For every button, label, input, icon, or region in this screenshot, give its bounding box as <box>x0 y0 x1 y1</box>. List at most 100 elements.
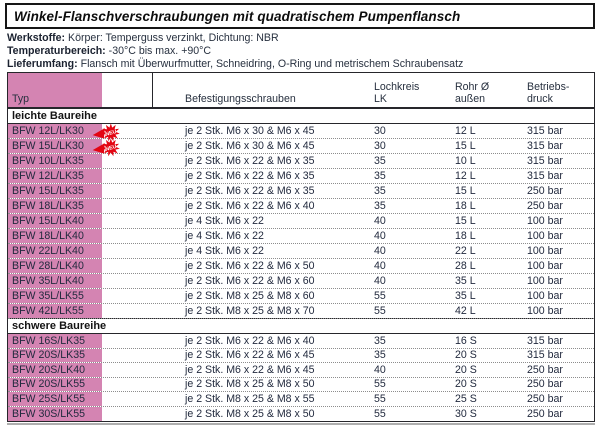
lochkreis-cell: 30 <box>374 125 386 137</box>
typ-label: BFW 20S/LK40 <box>8 363 102 377</box>
table-row: BFW 30S/LK55 je 2 Stk. M8 x 25 & M8 x 50 5… <box>8 406 594 421</box>
rohr-aussen-cell: 10 L <box>455 155 476 167</box>
befestigungsschrauben-cell: je 2 Stk. M8 x 25 & M8 x 50 <box>185 407 315 420</box>
typ-header-highlight <box>8 73 102 107</box>
typ-cell: BFW 12L/LK35 <box>8 169 185 183</box>
table-row: BFW 12L/LK35 je 2 Stk. M6 x 22 & M6 x 35 3… <box>8 169 594 184</box>
betriebsdruck-cell: 250 bar <box>527 392 563 405</box>
table-row: BFW 35L/LK40 je 2 Stk. M6 x 22 & M6 x 60 4… <box>8 274 594 289</box>
lochkreis-cell: 30 <box>374 140 386 152</box>
typ-label: BFW 12L/LK35 <box>8 169 102 183</box>
typ-cell: BFW 12L/LK30 NEU <box>8 123 185 142</box>
typ-cell: BFW 35L/LK55 <box>8 289 185 303</box>
rohr-aussen-cell: 15 L <box>455 185 476 197</box>
rohr-aussen-cell: 15 L <box>455 140 476 152</box>
lochkreis-cell: 55 <box>374 378 386 391</box>
betriebsdruck-cell: 100 bar <box>527 290 563 302</box>
typ-label: BFW 15L/LK35 <box>8 184 102 198</box>
table-row: BFW 28L/LK40 je 2 Stk. M6 x 22 & M6 x 50 4… <box>8 259 594 274</box>
table-row: BFW 20S/LK55 je 2 Stk. M8 x 25 & M8 x 50 5… <box>8 377 594 392</box>
typ-cell: BFW 25S/LK55 <box>8 392 185 406</box>
table-row: BFW 18L/LK35 je 2 Stk. M6 x 22 & M6 x 40 3… <box>8 199 594 214</box>
table-body: leichte Baureihe BFW 12L/LK30 NEU je 2 Stk.… <box>8 109 594 421</box>
rohr-aussen-cell: 15 L <box>455 215 476 227</box>
table-header-row: Typ Befestigungsschrauben Lochkreis LK R… <box>8 73 594 109</box>
title-bar: Winkel-Flanschverschraubungen mit quadra… <box>5 3 595 29</box>
befestigungsschrauben-cell: je 2 Stk. M6 x 30 & M6 x 45 <box>185 140 315 152</box>
table-row: BFW 16S/LK35 je 2 Stk. M6 x 22 & M6 x 40 3… <box>8 334 594 349</box>
table-row: BFW 35L/LK55 je 2 Stk. M8 x 25 & M8 x 60 5… <box>8 289 594 304</box>
lochkreis-cell: 35 <box>374 155 386 167</box>
lochkreis-cell: 40 <box>374 260 386 272</box>
befestigungsschrauben-cell: je 2 Stk. M8 x 25 & M8 x 70 <box>185 305 315 317</box>
befestigungsschrauben-cell: je 2 Stk. M6 x 22 & M6 x 45 <box>185 363 315 376</box>
column-header-lochkreis: Lochkreis LK <box>374 81 420 105</box>
betriebsdruck-cell: 100 bar <box>527 230 563 242</box>
info-block: Werkstoffe: Körper: Temperguss verzinkt,… <box>7 32 463 72</box>
befestigungsschrauben-cell: je 2 Stk. M6 x 22 & M6 x 45 <box>185 349 315 362</box>
section-header-leichte: leichte Baureihe <box>8 109 594 124</box>
rohr-aussen-cell: 28 L <box>455 260 476 272</box>
lochkreis-cell: 40 <box>374 230 386 242</box>
befestigungsschrauben-cell: je 4 Stk. M6 x 22 <box>185 245 264 257</box>
rohr-aussen-cell: 35 L <box>455 275 476 287</box>
betriebsdruck-cell: 100 bar <box>527 305 563 317</box>
rohr-aussen-cell: 35 L <box>455 290 476 302</box>
typ-cell: BFW 30S/LK55 <box>8 406 185 421</box>
befestigungsschrauben-cell: je 2 Stk. M8 x 25 & M8 x 55 <box>185 392 315 405</box>
rohr-aussen-cell: 18 L <box>455 230 476 242</box>
betriebsdruck-cell: 100 bar <box>527 275 563 287</box>
typ-cell: BFW 28L/LK40 <box>8 259 185 273</box>
typ-label: BFW 28L/LK40 <box>8 259 102 273</box>
typ-label: BFW 20S/LK55 <box>8 377 102 391</box>
rohr-aussen-cell: 25 S <box>455 392 477 405</box>
befestigungsschrauben-cell: je 2 Stk. M6 x 22 & M6 x 35 <box>185 155 315 167</box>
betriebsdruck-cell: 100 bar <box>527 215 563 227</box>
rohr-aussen-cell: 20 S <box>455 363 477 376</box>
header-column-divider <box>152 73 153 107</box>
typ-cell: BFW 16S/LK35 <box>8 334 185 348</box>
column-header-betriebsdruck: Betriebs- druck <box>527 81 570 105</box>
betriebsdruck-cell: 315 bar <box>527 334 563 347</box>
typ-cell: BFW 18L/LK35 <box>8 199 185 213</box>
typ-cell: BFW 15L/LK35 <box>8 184 185 198</box>
info-text: Körper: Temperguss verzinkt, Dichtung: N… <box>68 32 279 44</box>
betriebsdruck-cell: 315 bar <box>527 155 563 167</box>
lochkreis-cell: 40 <box>374 245 386 257</box>
betriebsdruck-cell: 250 bar <box>527 200 563 212</box>
table-row: BFW 15L/LK35 je 2 Stk. M6 x 22 & M6 x 35 3… <box>8 184 594 199</box>
table-row: BFW 15L/LK30 NEU je 2 Stk. M6 x 30 & M6 x … <box>8 138 594 157</box>
table-row: BFW 25S/LK55 je 2 Stk. M8 x 25 & M8 x 55 5… <box>8 392 594 407</box>
typ-cell: BFW 20S/LK40 <box>8 363 185 377</box>
rohr-aussen-cell: 12 L <box>455 170 476 182</box>
befestigungsschrauben-cell: je 2 Stk. M8 x 25 & M8 x 50 <box>185 378 315 391</box>
lochkreis-cell: 40 <box>374 363 386 376</box>
info-label: Temperaturbereich: <box>7 45 106 58</box>
rohr-aussen-cell: 42 L <box>455 305 476 317</box>
betriebsdruck-cell: 250 bar <box>527 363 563 376</box>
rohr-aussen-cell: 22 L <box>455 245 476 257</box>
typ-label: BFW 12L/LK30 <box>8 124 102 138</box>
typ-cell: BFW 35L/LK40 <box>8 274 185 288</box>
typ-cell: BFW 15L/LK40 <box>8 214 185 228</box>
neu-badge-label: NEU <box>105 129 118 138</box>
table-row: BFW 22L/LK40 je 4 Stk. M6 x 22 40 22 L 100 b… <box>8 244 594 259</box>
typ-label: BFW 20S/LK35 <box>8 348 102 362</box>
typ-label: BFW 18L/LK35 <box>8 199 102 213</box>
betriebsdruck-cell: 250 bar <box>527 378 563 391</box>
betriebsdruck-cell: 100 bar <box>527 260 563 272</box>
info-line-lieferumfang: Lieferumfang: Flansch mit Überwurfmutter… <box>7 58 463 71</box>
table-row: BFW 20S/LK35 je 2 Stk. M6 x 22 & M6 x 45 3… <box>8 348 594 363</box>
typ-label: BFW 25S/LK55 <box>8 392 102 406</box>
column-header-befestigungsschrauben: Befestigungsschrauben <box>185 92 296 105</box>
befestigungsschrauben-cell: je 2 Stk. M6 x 22 & M6 x 50 <box>185 260 315 272</box>
rohr-aussen-cell: 16 S <box>455 334 477 347</box>
product-table: Typ Befestigungsschrauben Lochkreis LK R… <box>7 72 595 425</box>
typ-cell: BFW 10L/LK35 <box>8 154 185 168</box>
betriebsdruck-cell: 250 bar <box>527 185 563 197</box>
typ-label: BFW 15L/LK40 <box>8 214 102 228</box>
lochkreis-cell: 40 <box>374 215 386 227</box>
lochkreis-cell: 55 <box>374 407 386 420</box>
info-line-temperaturbereich: Temperaturbereich: -30°C bis max. +90°C <box>7 45 463 58</box>
